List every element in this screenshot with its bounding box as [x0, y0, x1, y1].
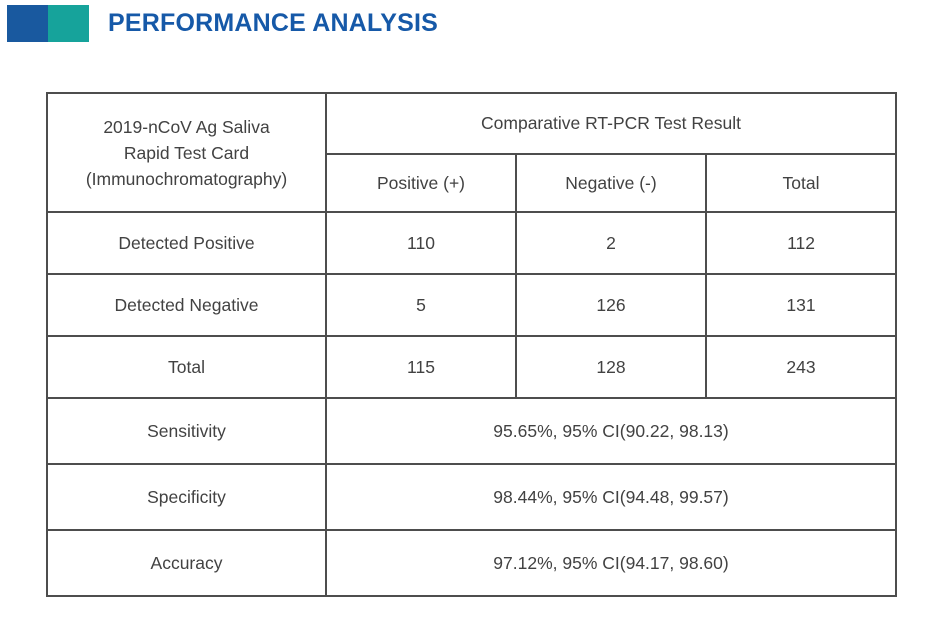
stat-value: 97.12%, 95% CI(94.17, 98.60): [324, 529, 898, 597]
stat-value: 95.65%, 95% CI(90.22, 98.13): [324, 397, 898, 465]
cell-value: 112: [704, 211, 898, 275]
col-header-negative: Negative (-): [515, 153, 707, 213]
cell-value: 5: [325, 273, 517, 337]
cell-value: 243: [704, 335, 898, 399]
logo: [7, 5, 89, 42]
col-header-total: Total: [704, 153, 898, 213]
cell-value: 2: [515, 211, 707, 275]
group-header-cell: Comparative RT-PCR Test Result: [324, 92, 898, 155]
cell-value: 128: [515, 335, 707, 399]
table-header-row-2: Positive (+) Negative (-) Total: [47, 153, 898, 213]
stat-label: Sensitivity: [46, 397, 327, 465]
logo-square-blue-icon: [7, 5, 48, 42]
table-row-total: Total 115 128 243: [46, 335, 898, 399]
stat-row-sensitivity: Sensitivity 95.65%, 95% CI(90.22, 98.13): [46, 397, 898, 465]
col-header-positive: Positive (+): [325, 153, 517, 213]
stat-label: Specificity: [46, 463, 327, 531]
corner-header-cell: 2019-nCoV Ag Saliva Rapid Test Card (Imm…: [46, 92, 327, 213]
table-row-detected-positive: Detected Positive 110 2 112: [46, 211, 898, 275]
cell-value: 110: [325, 211, 517, 275]
performance-table: 2019-nCoV Ag Saliva Rapid Test Card (Imm…: [46, 92, 898, 597]
row-label: Detected Positive: [46, 211, 327, 275]
stat-row-specificity: Specificity 98.44%, 95% CI(94.48, 99.57): [46, 463, 898, 531]
cell-value: 131: [704, 273, 898, 337]
stat-row-accuracy: Accuracy 97.12%, 95% CI(94.17, 98.60): [46, 529, 898, 597]
table-row-detected-negative: Detected Negative 5 126 131: [46, 273, 898, 337]
logo-square-teal-icon: [48, 5, 89, 42]
row-label: Total: [46, 335, 327, 399]
cell-value: 115: [325, 335, 517, 399]
table-header-row-1: 2019-nCoV Ag Saliva Rapid Test Card (Imm…: [46, 92, 898, 213]
cell-value: 126: [515, 273, 707, 337]
page-title: PERFORMANCE ANALYSIS: [108, 9, 438, 37]
stat-value: 98.44%, 95% CI(94.48, 99.57): [324, 463, 898, 531]
stat-label: Accuracy: [46, 529, 327, 597]
page-header: PERFORMANCE ANALYSIS: [0, 0, 938, 50]
row-label: Detected Negative: [46, 273, 327, 337]
